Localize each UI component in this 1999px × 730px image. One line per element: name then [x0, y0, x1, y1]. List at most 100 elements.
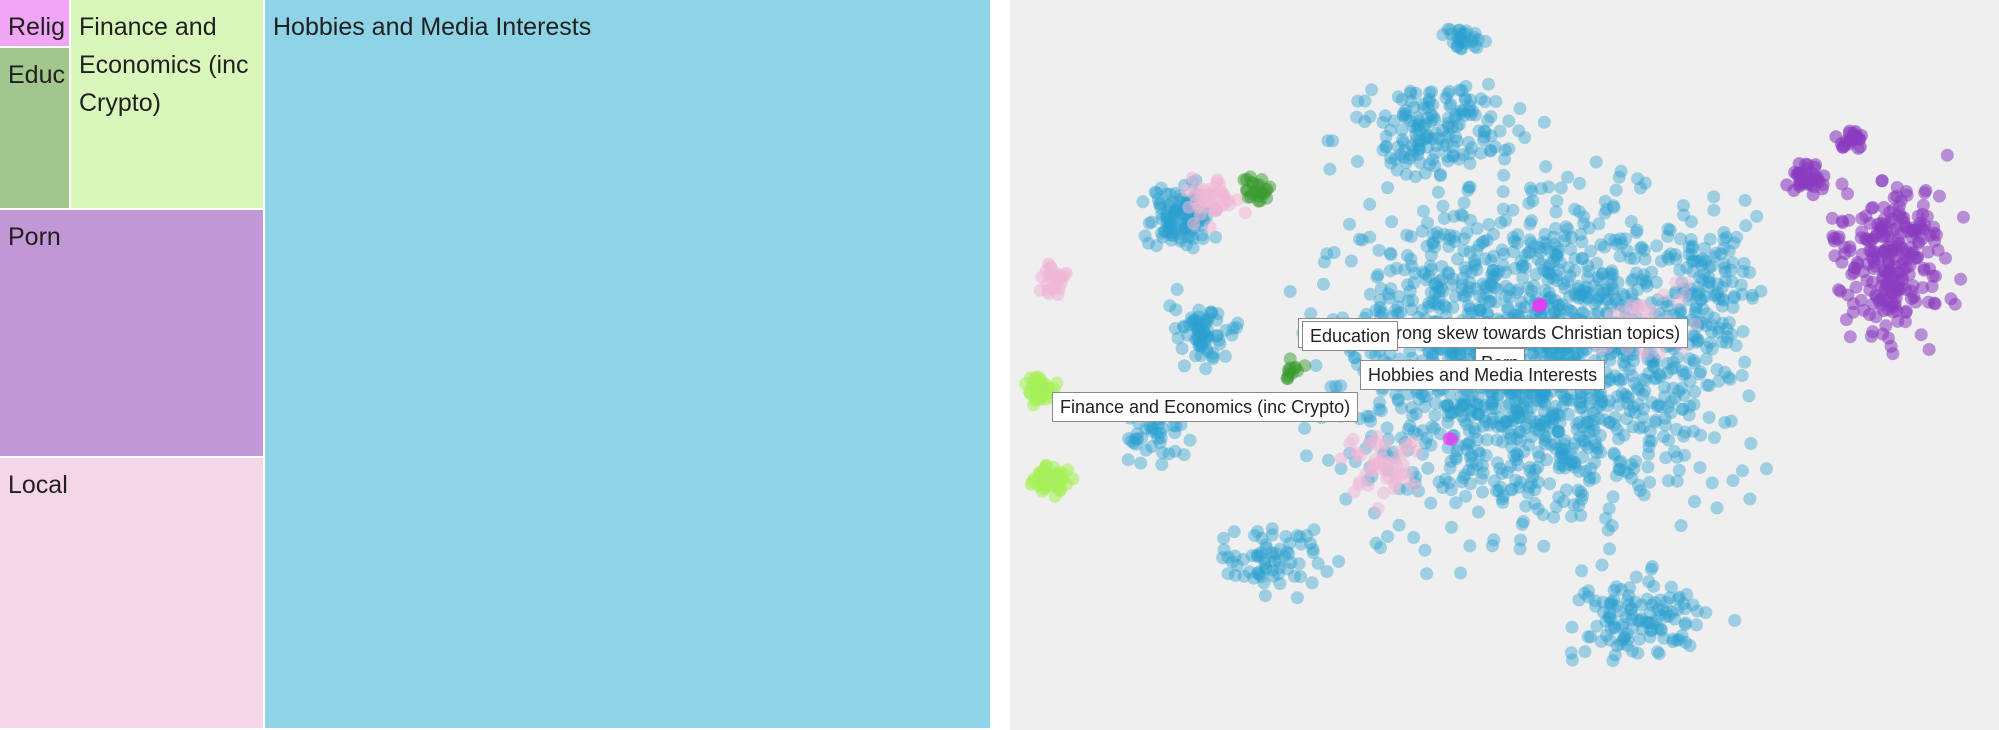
scatter-point: [1683, 282, 1697, 296]
scatter-point: [1371, 268, 1385, 282]
scatter-point: [1189, 349, 1202, 363]
scatter-point: [1385, 215, 1399, 229]
scatter-point: [1463, 436, 1477, 450]
scatter-point: [1705, 342, 1719, 356]
scatter-canvas[interactable]: [1010, 0, 1999, 730]
scatter-point: [1449, 349, 1463, 363]
scatter-point: [1446, 301, 1460, 314]
label-finance: Finance and Economics (inc Crypto): [1052, 392, 1359, 422]
scatter-point: [1490, 484, 1503, 498]
scatter-point: [1445, 520, 1458, 534]
scatter-point: [1560, 302, 1574, 316]
scatter-point: [1196, 232, 1210, 246]
scatter-point: [1640, 592, 1654, 606]
scatter-point: [1591, 306, 1605, 320]
scatter-point: [1916, 281, 1930, 295]
scatter-point: [1569, 289, 1583, 303]
scatter-point: [1255, 531, 1269, 545]
scatter-point: [1458, 468, 1472, 482]
scatter-point: [1664, 580, 1678, 594]
scatter-point: [1939, 251, 1952, 265]
scatter-point: [1139, 422, 1153, 436]
scatter-point: [1600, 306, 1614, 320]
scatter-point: [1206, 352, 1220, 365]
scatter-point: [1486, 264, 1500, 277]
scatter-point: [1525, 430, 1539, 444]
scatter-point: [1373, 305, 1387, 319]
scatter-point: [1606, 287, 1620, 301]
scatter-point: [1666, 605, 1679, 619]
scatter-point: [1353, 232, 1366, 246]
scatter-point: [1657, 288, 1670, 302]
scatter-point: [1165, 218, 1179, 232]
scatter-point: [1618, 232, 1632, 246]
scatter-point: [1177, 319, 1190, 333]
scatter-point: [1571, 346, 1585, 360]
scatter-point: [1552, 461, 1566, 475]
scatter-point: [1306, 546, 1320, 559]
scatter-point: [1465, 456, 1479, 470]
scatter-point: [1660, 357, 1674, 370]
scatter-point: [1462, 424, 1476, 438]
scatter-point: [1835, 177, 1849, 191]
scatter-point: [1300, 449, 1313, 463]
scatter-point: [1643, 616, 1656, 630]
scatter-point: [1593, 429, 1607, 442]
scatter-point: [1633, 421, 1647, 435]
scatter-point: [1290, 529, 1304, 543]
scatter-point: [1608, 648, 1622, 662]
scatter-point: [1727, 236, 1741, 250]
scatter-point: [1561, 407, 1575, 421]
scatter-point: [1730, 230, 1744, 244]
scatter-point: [1512, 480, 1526, 494]
scatter-point: [1702, 280, 1715, 294]
tile-porn[interactable]: Porn: [0, 210, 265, 458]
scatter-point: [1582, 221, 1596, 235]
scatter-point: [1410, 111, 1424, 124]
scatter-point: [1329, 379, 1343, 393]
scatter-point: [1875, 174, 1889, 188]
scatter-point: [1452, 23, 1466, 37]
scatter-point: [1436, 199, 1450, 213]
scatter-point: [1626, 348, 1640, 362]
scatter-point: [1539, 241, 1553, 255]
scatter-point: [1678, 448, 1691, 462]
scatter-point: [1636, 402, 1650, 416]
scatter-point: [1528, 463, 1542, 477]
scatter-point: [1493, 462, 1507, 476]
scatter-point: [1169, 303, 1183, 317]
scatter-point: [1446, 148, 1460, 162]
scatter-point: [1799, 157, 1812, 171]
scatter-point: [1707, 289, 1721, 303]
scatter-point: [1187, 217, 1201, 231]
tile-education[interactable]: Educ: [0, 48, 71, 210]
scatter-point: [1391, 307, 1405, 321]
scatter-point: [1707, 250, 1721, 264]
scatter-point: [1700, 341, 1714, 354]
scatter-point: [1881, 266, 1895, 280]
scatter-point: [1611, 372, 1625, 386]
scatter-point: [1543, 257, 1557, 271]
scatter-point: [1347, 351, 1361, 365]
tile-religion[interactable]: Relig: [0, 0, 71, 48]
scatter-point: [1164, 233, 1178, 247]
scatter-point: [1437, 227, 1451, 241]
scatter-point: [1421, 130, 1435, 143]
tile-hobbies[interactable]: Hobbies and Media Interests: [265, 0, 990, 730]
scatter-point: [1461, 285, 1475, 299]
scatter-point: [1252, 565, 1266, 579]
tile-local[interactable]: Local: [0, 458, 265, 730]
tile-finance[interactable]: Finance and Economics (inc Crypto): [71, 0, 265, 210]
scatter-point: [1417, 119, 1431, 133]
scatter-point: [1677, 429, 1691, 443]
scatter-point: [1604, 299, 1618, 313]
scatter-point: [1405, 259, 1419, 273]
scatter-point: [1653, 368, 1667, 382]
scatter-point: [1363, 197, 1377, 211]
scatter-point: [1431, 185, 1445, 199]
scatter-point: [1415, 387, 1429, 401]
scatter-point: [1614, 299, 1628, 312]
scatter-plot[interactable]: Religion (strong skew towards Christian …: [1010, 0, 1999, 730]
scatter-point: [1169, 419, 1183, 433]
scatter-point: [1363, 410, 1377, 424]
